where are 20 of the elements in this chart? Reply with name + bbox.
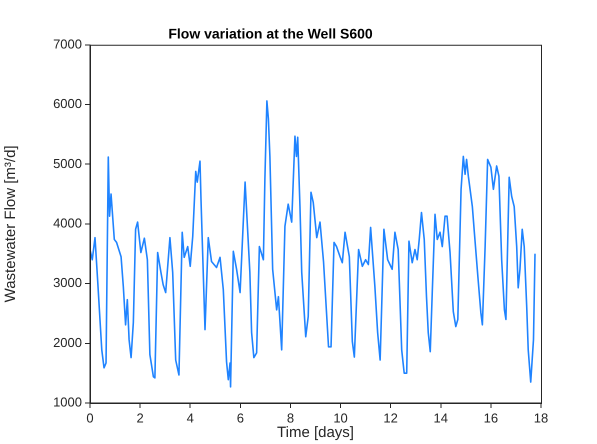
x-tick-label: 8 — [286, 410, 294, 426]
y-tick-label: 7000 — [53, 36, 82, 52]
y-axis-title: Wastewater Flow [m³/d] — [2, 145, 20, 302]
x-tick-label: 10 — [333, 410, 348, 426]
x-tick-label: 2 — [136, 410, 144, 426]
x-tick-label: 12 — [383, 410, 398, 426]
y-tick-label: 5000 — [53, 156, 82, 171]
y-tick-label: 4000 — [53, 215, 82, 230]
x-tick-label: 4 — [186, 410, 194, 426]
x-axis-title: Time [days] — [277, 424, 354, 442]
y-tick-label: 1000 — [53, 394, 82, 410]
x-tick-label: 16 — [484, 410, 498, 426]
y-tick-label: 2000 — [53, 334, 82, 350]
chart-title: Flow variation at the Well S600 — [168, 25, 373, 42]
y-tick-label: 3000 — [53, 275, 82, 290]
x-tick-label: 0 — [86, 410, 94, 426]
y-tick-label: 6000 — [53, 96, 82, 112]
x-tick-label: 18 — [534, 410, 548, 426]
x-tick-label: 6 — [236, 410, 244, 426]
x-tick-label: 14 — [434, 410, 448, 426]
